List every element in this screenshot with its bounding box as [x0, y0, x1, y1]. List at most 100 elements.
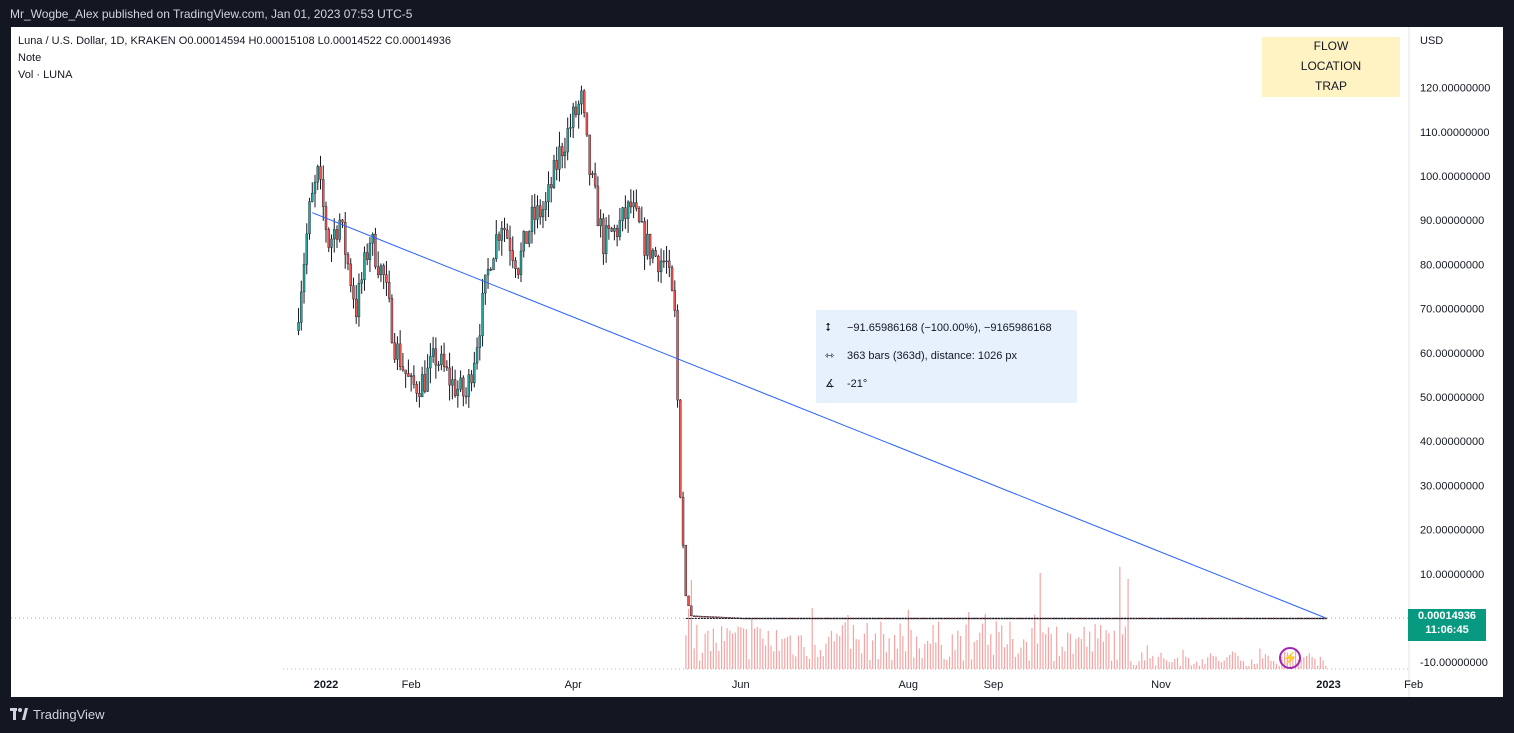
volume-bar	[830, 630, 833, 669]
volume-bar	[729, 630, 731, 669]
candle-body	[308, 201, 311, 235]
volume-bar	[1067, 632, 1069, 669]
candle-body	[382, 265, 385, 275]
volume-bar	[874, 633, 876, 669]
volume-bar	[1135, 665, 1137, 669]
volume-bar	[880, 621, 882, 669]
tag-trap[interactable]: TRAP	[1262, 77, 1400, 97]
candle-body	[412, 375, 416, 385]
volume-bar	[1190, 665, 1192, 669]
candle-body	[311, 192, 314, 202]
volume-bar	[888, 638, 890, 669]
volume-bar	[773, 651, 775, 669]
volume-bar	[817, 657, 819, 669]
volume-bar	[1080, 638, 1082, 669]
bar-countdown: 11:06:45	[1425, 624, 1469, 636]
volume-bar	[1130, 661, 1132, 669]
volume-bar	[1064, 651, 1066, 669]
volume-bar	[1100, 625, 1102, 669]
angle-icon: ∡	[825, 378, 835, 390]
candle-body	[528, 231, 531, 244]
volume-bar	[1078, 637, 1080, 669]
candle-body	[577, 103, 580, 115]
candle-body	[539, 205, 542, 218]
candle-body	[297, 322, 300, 331]
volume-bar	[987, 644, 989, 669]
volume-bar	[1273, 660, 1275, 669]
volume-bar	[907, 609, 909, 669]
price-chart[interactable]: USD 120.00000000 110.00000000 100.00000000…	[11, 27, 1503, 697]
candle-body	[571, 106, 575, 128]
volume-bar	[1325, 665, 1327, 669]
y-tick-label: 50.00000000	[1420, 392, 1484, 404]
candle-body	[525, 231, 528, 244]
candle-body	[440, 353, 443, 365]
volume-bar	[693, 648, 695, 669]
candle-body	[618, 220, 622, 237]
volume-bar	[877, 659, 879, 669]
x-tick-label: Apr	[565, 679, 582, 691]
volume-bar	[1275, 663, 1277, 669]
candle-body	[613, 227, 616, 232]
lightning-icon[interactable]: ⚡	[1279, 647, 1301, 669]
volume-bar	[1141, 652, 1143, 669]
volume-bar	[685, 635, 687, 669]
volume-bar	[712, 628, 714, 669]
volume-bar	[1300, 659, 1302, 669]
volume-bar	[828, 636, 830, 669]
candle-body	[582, 90, 586, 113]
volume-bar	[1204, 664, 1206, 669]
candle-body	[637, 208, 641, 222]
volume-bar	[1168, 662, 1170, 669]
candle-body	[541, 209, 545, 218]
volume-bar	[1072, 653, 1074, 669]
volume-bar	[926, 640, 929, 669]
candle-body	[423, 374, 427, 392]
volume-bar	[1262, 658, 1264, 669]
volume-bar	[929, 643, 931, 669]
volume-bar	[720, 626, 723, 669]
volume-bar	[1316, 665, 1319, 669]
candle-body	[368, 242, 372, 260]
y-tick-label: 110.00000000	[1420, 127, 1490, 139]
candle-body	[456, 388, 460, 396]
tag-flow[interactable]: FLOW	[1262, 37, 1400, 57]
note-legend[interactable]: Note	[18, 52, 42, 64]
candle-body	[451, 379, 454, 386]
volume-bar	[718, 650, 720, 669]
candle-body	[563, 151, 567, 157]
candle-body	[692, 615, 696, 617]
candle-body	[657, 255, 660, 273]
candle-body	[385, 274, 388, 283]
volume-bar	[1001, 625, 1003, 669]
volume-bar	[1196, 661, 1198, 669]
candle-body	[629, 201, 633, 208]
candle-body	[393, 342, 396, 360]
volume-bar	[1105, 630, 1107, 669]
volume-bar	[792, 654, 794, 669]
tag-location[interactable]: LOCATION	[1262, 57, 1400, 77]
tradingview-brand[interactable]: TradingView	[10, 707, 105, 722]
volume-bar	[1198, 665, 1201, 669]
candle-body	[409, 375, 413, 377]
symbol-legend[interactable]: Luna / U.S. Dollar, 1D, KRAKEN O0.000145…	[18, 35, 451, 47]
volume-bar	[690, 580, 692, 669]
volume-bar	[786, 636, 789, 669]
volume-bar	[910, 629, 912, 669]
candle-body	[659, 260, 663, 273]
volume-bar	[1102, 641, 1104, 669]
candle-body	[437, 364, 440, 366]
candle-body	[300, 291, 303, 323]
measure-angle-row: ∡ -21°	[825, 376, 867, 392]
volume-bar	[1089, 631, 1091, 669]
volume-bar	[946, 659, 948, 669]
candle-body	[464, 395, 468, 398]
volume-bar	[836, 633, 838, 669]
x-tick-label: Aug	[898, 679, 918, 691]
candle-body	[434, 348, 438, 366]
x-tick-label: Jun	[732, 679, 750, 691]
volume-legend[interactable]: Vol · LUNA	[18, 69, 73, 81]
volume-bar	[1031, 628, 1033, 669]
chart-panel[interactable]: USD 120.00000000 110.00000000 100.00000000…	[11, 27, 1503, 697]
volume-bar	[981, 623, 984, 669]
